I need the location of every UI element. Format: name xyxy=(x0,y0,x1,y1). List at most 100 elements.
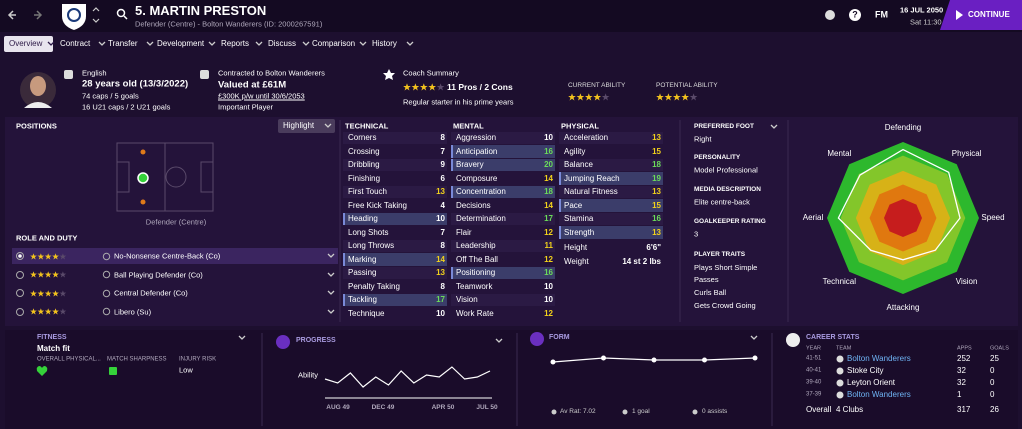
form-point xyxy=(550,359,556,365)
club-badge xyxy=(836,367,844,375)
star xyxy=(37,252,45,260)
attribute-highlight xyxy=(451,158,555,171)
chevron-path xyxy=(406,41,414,46)
star-empty xyxy=(59,252,67,260)
physique-label: Height xyxy=(564,243,588,253)
attribute-name: Positioning xyxy=(456,268,496,278)
attribute-name: Off The Ball xyxy=(456,254,498,264)
chevron-path xyxy=(359,41,367,46)
radio-ring xyxy=(16,270,24,279)
attribute-value: 8 xyxy=(440,133,445,143)
star-fill-clip xyxy=(44,252,52,260)
star xyxy=(689,93,698,101)
attribute-row-bg xyxy=(451,239,555,252)
time: Sat 11:30 xyxy=(910,17,942,27)
star-rating xyxy=(30,289,67,297)
attribute-row-bg xyxy=(559,212,663,225)
star-filled xyxy=(44,289,52,297)
star-filled xyxy=(37,289,45,297)
chevron xyxy=(98,41,106,46)
career-goals: 0 xyxy=(990,366,995,376)
star-filled xyxy=(576,93,585,101)
star-rating xyxy=(568,93,610,101)
chevron xyxy=(208,41,216,46)
attribute-value: 4 xyxy=(440,200,445,210)
tab[interactable]: Overview xyxy=(9,39,43,49)
chevron-path xyxy=(238,335,246,340)
chevron xyxy=(327,309,335,314)
star-rating xyxy=(30,271,67,278)
career-team[interactable]: Leyton Orient xyxy=(847,378,896,388)
role-name[interactable]: No-Nonsense Centre-Back (Co) xyxy=(114,251,221,261)
chevron xyxy=(359,41,367,46)
star-filled xyxy=(52,252,59,260)
search-handle xyxy=(123,15,128,20)
tab[interactable]: Discuss xyxy=(268,39,297,49)
star xyxy=(44,308,52,315)
attribute-value: 10 xyxy=(436,308,445,318)
highlight-dropdown[interactable] xyxy=(278,119,335,133)
forward-arrow xyxy=(34,10,43,20)
attribute-value: 7 xyxy=(440,227,445,237)
current-ability-label: CURRENT ABILITY xyxy=(568,82,626,90)
tab[interactable]: Comparison xyxy=(312,39,356,49)
attribute-name: Strength xyxy=(564,227,595,237)
help-icon-text[interactable]: ? xyxy=(852,9,858,20)
star-filled xyxy=(664,93,673,101)
career-year: 37-39 xyxy=(806,391,822,398)
form-point xyxy=(651,357,657,363)
tab[interactable]: Development xyxy=(157,39,205,49)
search-icon xyxy=(116,8,126,18)
attribute-name: Finishing xyxy=(348,173,381,183)
attribute-name: Jumping Reach xyxy=(564,173,620,183)
form-point xyxy=(601,355,606,361)
trait: Gets Crowd Going xyxy=(694,301,756,310)
career-icon xyxy=(786,333,800,347)
career-total-team: 4 Clubs xyxy=(836,405,864,415)
attribute-value: 12 xyxy=(544,227,553,237)
chevron xyxy=(146,41,154,46)
continue-button[interactable]: CONTINUE xyxy=(968,10,1010,20)
career-total-apps: 317 xyxy=(957,405,971,415)
role-name[interactable]: Libero (Su) xyxy=(114,307,152,316)
tab[interactable]: Transfer xyxy=(108,39,138,49)
attribute-name: Tackling xyxy=(348,295,377,305)
career-team[interactable]: Stoke City xyxy=(847,366,884,376)
star xyxy=(403,83,411,91)
career-header: GOALS xyxy=(990,345,1009,352)
role-name[interactable]: Ball Playing Defender (Co) xyxy=(114,270,203,279)
roles-title: ROLE AND DUTY xyxy=(16,233,78,243)
progress-x-label: APR 50 xyxy=(431,404,455,412)
tab[interactable]: Contract xyxy=(60,39,91,49)
star-fill-clip xyxy=(30,308,37,315)
tab[interactable]: Reports xyxy=(221,39,250,49)
attribute-name: Aggression xyxy=(456,133,497,143)
star-filled xyxy=(44,308,52,315)
info-icon xyxy=(102,289,111,297)
attribute-highlight xyxy=(343,293,447,306)
star xyxy=(59,308,67,315)
role-radio[interactable] xyxy=(16,270,24,279)
career-team[interactable]: Bolton Wanderers xyxy=(847,354,911,364)
overall-physical-label: OVERALL PHYSICAL... xyxy=(37,356,101,363)
role-name[interactable]: Central Defender (Co) xyxy=(114,288,188,298)
career-team[interactable]: Bolton Wanderers xyxy=(847,390,911,400)
attribute-name: Pace xyxy=(564,200,583,210)
attribute-name: Concentration xyxy=(456,187,506,197)
chevron xyxy=(302,41,310,46)
chevron xyxy=(770,124,778,129)
career-apps: 32 xyxy=(957,378,966,388)
physique-label: Weight xyxy=(564,257,589,267)
attribute-value: 20 xyxy=(544,160,553,170)
role-radio[interactable] xyxy=(16,289,24,297)
role-radio[interactable] xyxy=(16,307,24,316)
star xyxy=(436,83,445,91)
radio-ring xyxy=(16,289,24,297)
attribute-row-bg xyxy=(559,131,663,144)
star xyxy=(664,93,673,101)
tab[interactable]: History xyxy=(372,39,397,49)
role-radio[interactable] xyxy=(16,252,24,260)
attribute-value: 15 xyxy=(652,146,661,156)
chevron-path xyxy=(327,272,335,277)
chevron xyxy=(495,338,503,343)
